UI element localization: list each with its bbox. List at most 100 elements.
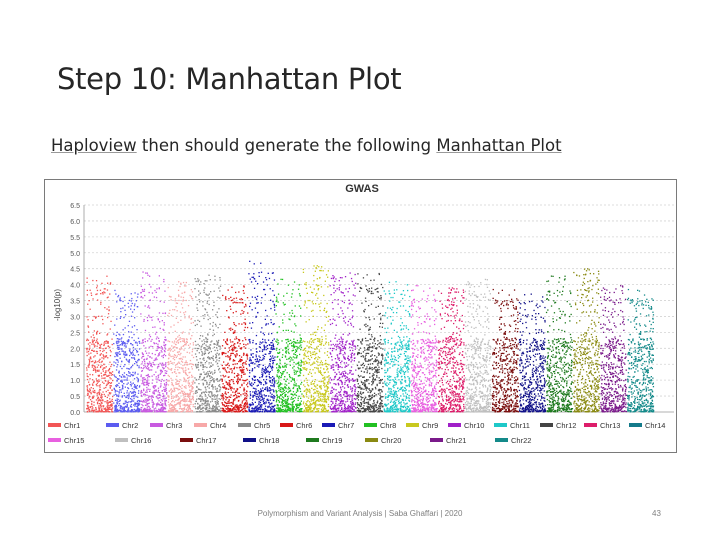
data-point	[276, 397, 278, 399]
data-point	[144, 394, 147, 396]
data-point	[200, 346, 202, 348]
data-point	[273, 381, 276, 383]
data-point	[263, 384, 265, 386]
data-point	[184, 370, 186, 372]
data-point	[185, 285, 187, 287]
data-point	[124, 364, 126, 366]
data-point	[237, 377, 239, 379]
data-point	[225, 393, 227, 395]
data-point	[330, 340, 332, 342]
data-point	[149, 299, 151, 302]
data-point	[231, 409, 233, 412]
data-point	[292, 367, 294, 369]
data-point	[310, 396, 312, 398]
data-point	[248, 403, 250, 405]
data-point	[287, 398, 289, 400]
data-point	[205, 401, 208, 403]
data-point	[284, 395, 286, 397]
data-point	[226, 405, 228, 407]
data-point	[272, 344, 274, 346]
data-point	[343, 392, 346, 394]
data-point	[268, 375, 270, 378]
data-point	[147, 368, 149, 370]
data-point	[108, 309, 110, 312]
data-point	[99, 347, 101, 349]
data-point	[158, 404, 161, 406]
data-point	[173, 356, 175, 358]
data-point	[96, 287, 98, 289]
data-point	[178, 401, 180, 404]
data-point	[299, 342, 301, 344]
data-point	[320, 367, 322, 369]
data-point	[326, 390, 328, 392]
data-point	[127, 341, 129, 343]
data-point	[266, 347, 269, 350]
data-point	[308, 390, 310, 393]
data-point	[314, 402, 316, 404]
data-point	[289, 360, 291, 363]
data-point	[310, 394, 312, 396]
data-point	[185, 385, 187, 387]
data-point	[342, 402, 344, 404]
data-point	[240, 404, 242, 407]
data-point	[347, 324, 349, 326]
data-point	[270, 408, 272, 410]
data-point	[299, 334, 301, 336]
data-point	[311, 403, 313, 405]
data-point	[311, 301, 313, 303]
data-point	[215, 355, 218, 357]
data-point	[300, 408, 302, 410]
data-point	[233, 388, 235, 390]
data-point	[329, 323, 332, 326]
data-point	[185, 361, 187, 364]
data-point	[259, 343, 261, 345]
data-point	[123, 410, 126, 412]
data-point	[177, 396, 179, 398]
data-point	[241, 371, 243, 373]
data-point	[278, 370, 280, 372]
data-point	[253, 410, 255, 412]
data-point	[250, 384, 252, 386]
data-point	[119, 389, 121, 391]
data-point	[319, 370, 321, 372]
data-point	[168, 405, 171, 407]
data-point	[256, 407, 258, 409]
data-point	[94, 409, 96, 411]
data-point	[102, 354, 104, 356]
data-point	[92, 319, 94, 321]
data-point	[253, 263, 255, 265]
data-point	[143, 290, 145, 292]
data-point	[114, 355, 116, 358]
data-point	[176, 363, 178, 366]
data-point	[159, 411, 162, 413]
data-point	[100, 353, 102, 355]
data-point	[311, 387, 313, 389]
data-point	[137, 354, 140, 356]
data-point	[147, 340, 149, 342]
data-point	[282, 329, 284, 332]
data-point	[240, 376, 243, 378]
data-point	[235, 297, 238, 299]
data-point	[127, 397, 130, 400]
data-point	[209, 391, 211, 393]
data-point	[167, 286, 169, 289]
data-point	[291, 403, 293, 406]
data-point	[124, 351, 127, 353]
data-point	[182, 394, 184, 396]
data-point	[182, 410, 184, 412]
data-point	[180, 392, 182, 394]
data-point	[110, 378, 112, 380]
data-point	[175, 399, 177, 401]
data-point	[293, 379, 295, 381]
data-point	[246, 403, 248, 406]
data-point	[231, 349, 233, 351]
data-point	[305, 394, 308, 396]
data-point	[110, 351, 112, 353]
data-point	[288, 357, 290, 359]
data-point	[130, 367, 132, 369]
data-point	[194, 288, 196, 290]
data-point	[109, 346, 111, 348]
data-point	[231, 352, 233, 354]
data-point	[250, 354, 252, 356]
data-point	[314, 348, 316, 350]
